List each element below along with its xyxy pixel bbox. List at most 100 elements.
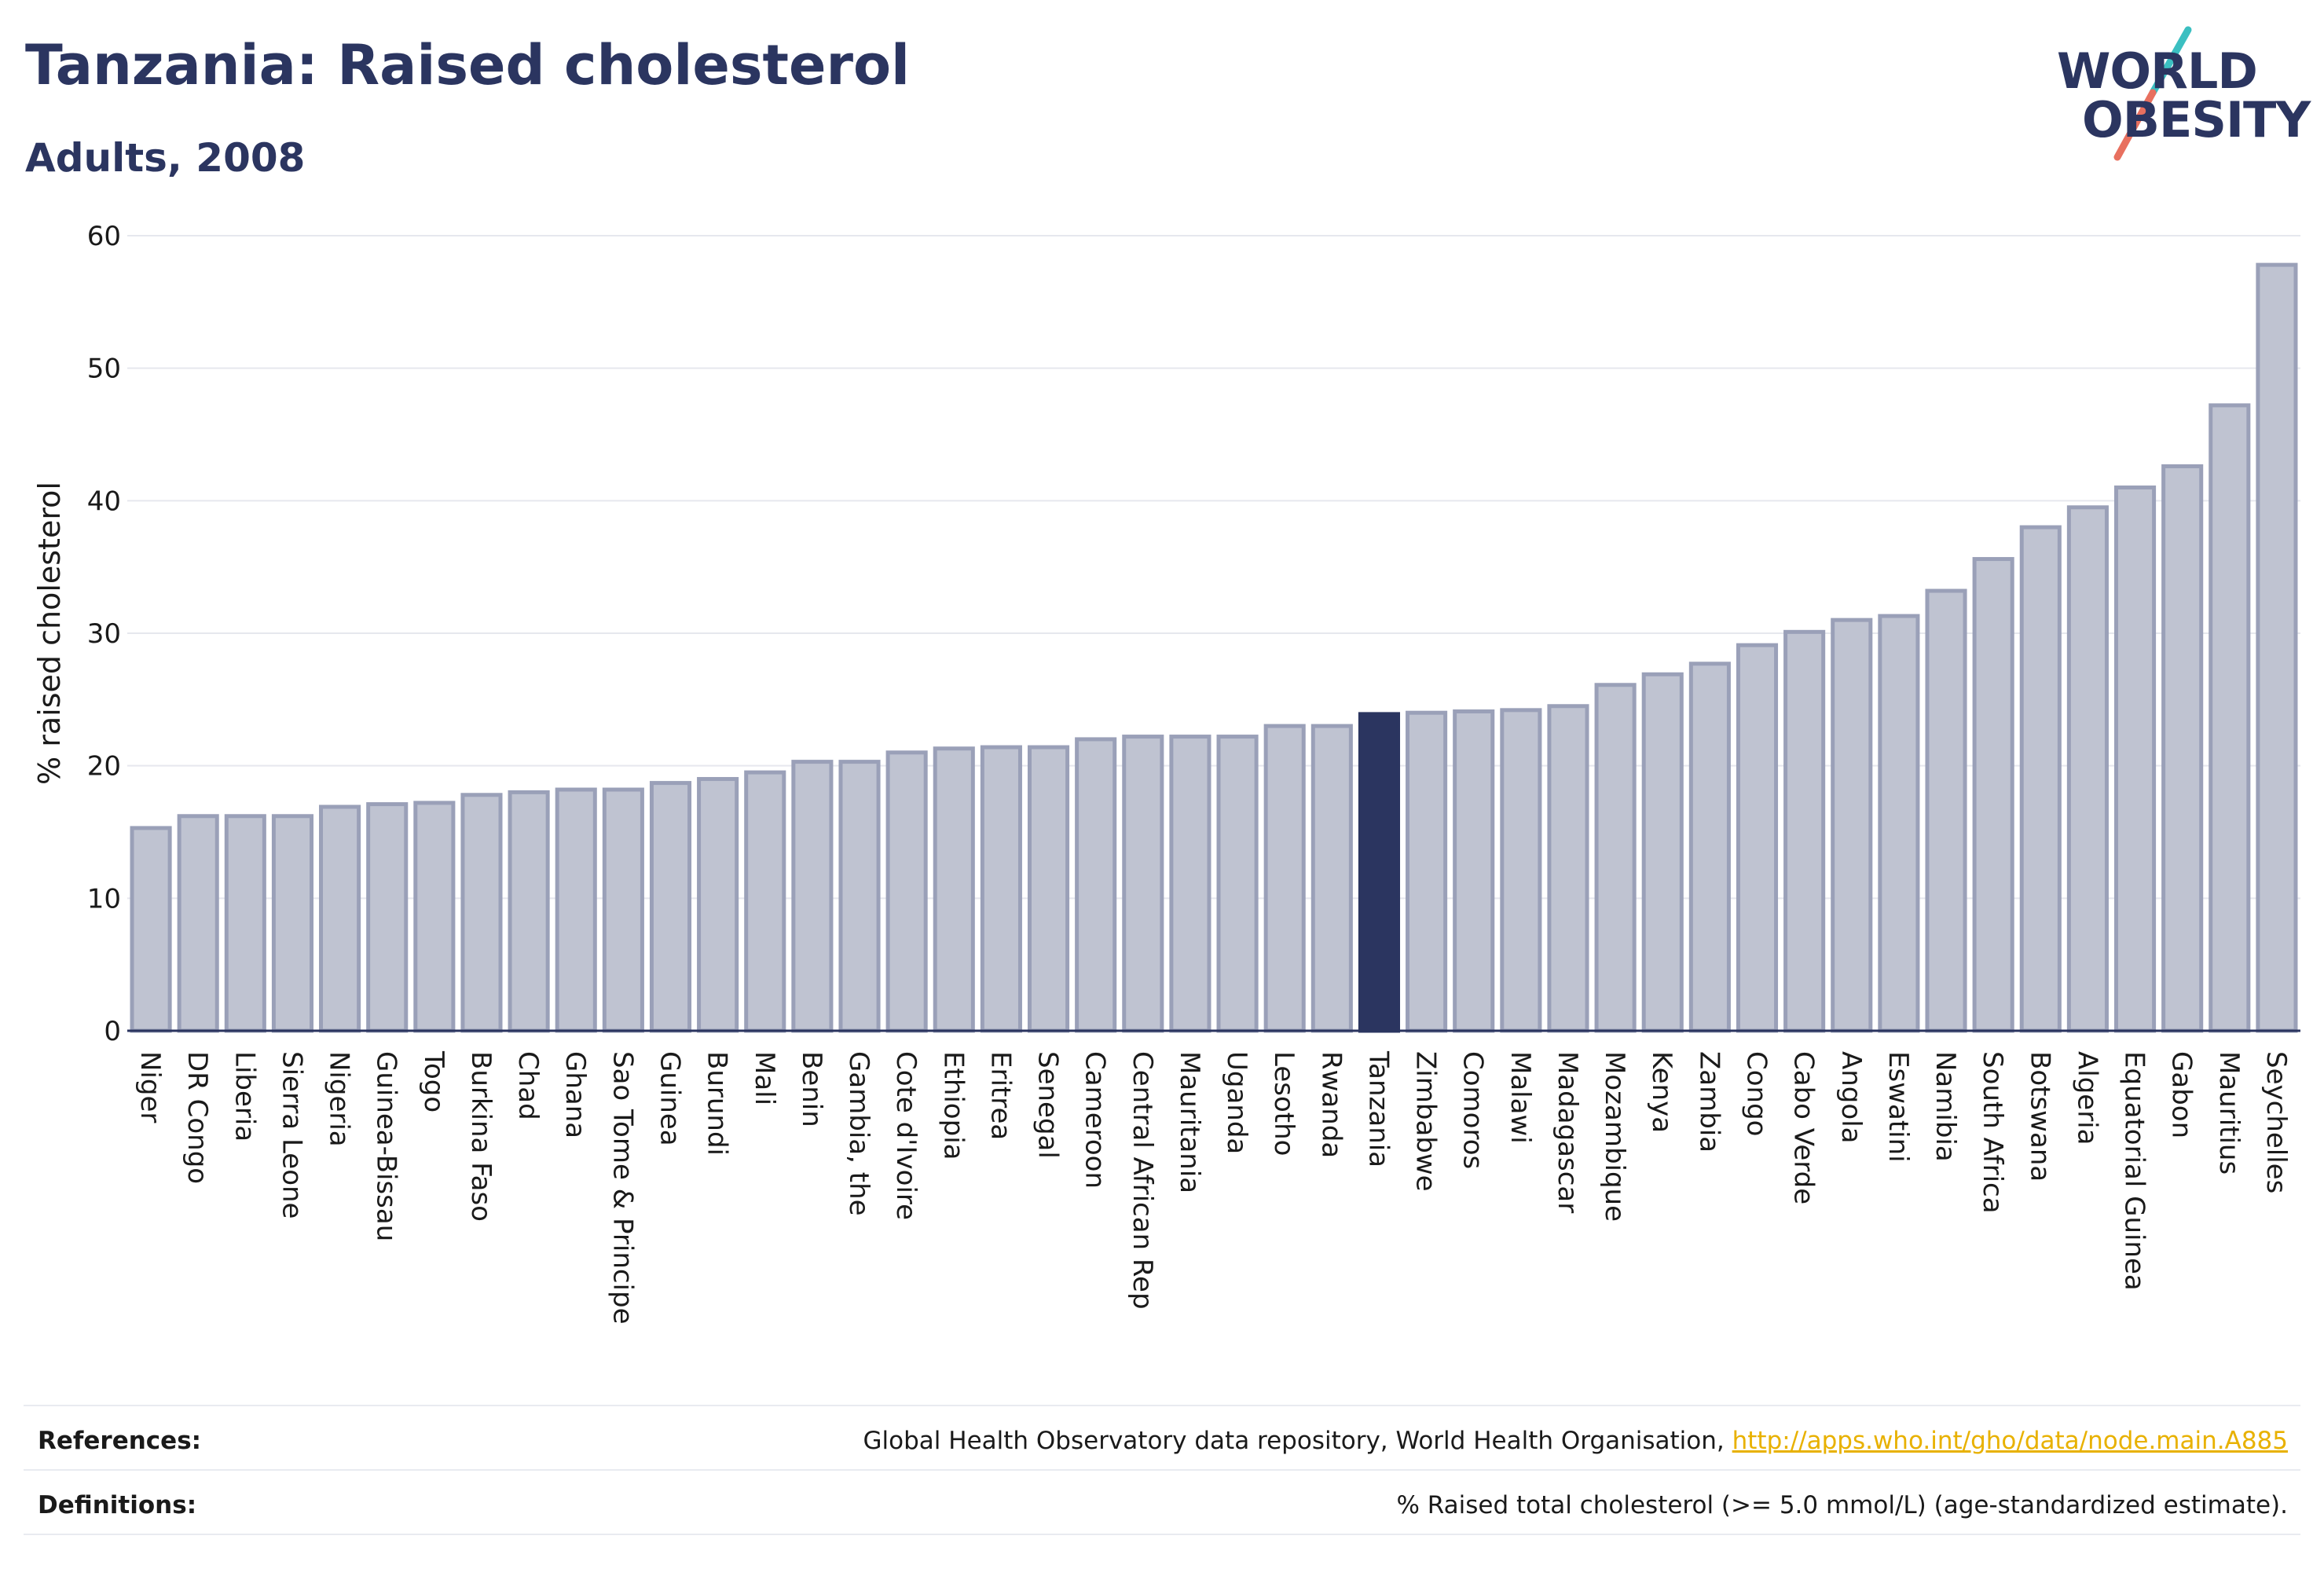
x-tick-label: Sierra Leone <box>276 1051 307 1219</box>
bar-seychelles <box>2256 262 2298 1033</box>
x-tick-label: Mauritania <box>1174 1051 1205 1193</box>
x-tick-label: Mali <box>749 1051 780 1105</box>
y-tick-label: 40 <box>87 486 121 517</box>
x-tick-label: Guinea-Bissau <box>371 1051 402 1241</box>
x-tick-label: Eswatini <box>1882 1051 1914 1163</box>
references-text: Global Health Observatory data repositor… <box>863 1427 2288 1455</box>
x-tick-label: Burkina Faso <box>465 1051 497 1222</box>
bar-botswana <box>2019 525 2062 1033</box>
bar-sao-tome-principe <box>602 787 644 1033</box>
references-source: Global Health Observatory data repositor… <box>863 1427 1732 1455</box>
bar-eswatini <box>1878 614 1920 1033</box>
x-tick-label: Gabon <box>2166 1051 2198 1138</box>
x-tick-label: Cameroon <box>1080 1051 1111 1189</box>
bar-rwanda <box>1310 724 1353 1033</box>
references-label: References: <box>38 1427 202 1455</box>
x-tick-label: Botswana <box>2024 1051 2055 1182</box>
x-tick-label: Algeria <box>2071 1051 2102 1145</box>
bar-benin <box>791 760 834 1033</box>
x-tick-label: Nigeria <box>324 1051 355 1147</box>
bar-mauritius <box>2209 403 2251 1033</box>
bar-cameroon <box>1075 737 1117 1033</box>
x-tick-label: Cabo Verde <box>1788 1051 1820 1204</box>
x-tick-label: Angola <box>1835 1051 1867 1143</box>
bar-niger <box>130 826 172 1033</box>
bar-angola <box>1831 618 1873 1033</box>
bar-chart: 0 10 20 30 40 50 60 % raised cholesterol Niger DR… <box>32 221 2300 1325</box>
y-tick-label: 20 <box>87 751 121 783</box>
bar-liberia <box>224 814 266 1033</box>
x-tick-label: Cote d'Ivoire <box>890 1051 922 1220</box>
y-axis-label: % raised cholesterol <box>32 482 67 785</box>
x-tick-label: Ethiopia <box>937 1051 969 1160</box>
y-tick-label: 60 <box>87 221 121 252</box>
bar-sierra-leone <box>271 814 314 1033</box>
x-tick-label: Central African Rep <box>1127 1051 1158 1310</box>
bar-burundi <box>697 777 739 1033</box>
x-tick-label: Niger <box>134 1051 166 1123</box>
x-tick-label: Rwanda <box>1315 1051 1347 1158</box>
bar-mali <box>744 770 786 1033</box>
bar-dr-congo <box>177 814 219 1033</box>
x-tick-label: Seychelles <box>2260 1051 2292 1193</box>
bar-madagascar <box>1547 704 1589 1033</box>
definitions-text: % Raised total cholesterol (>= 5.0 mmol/… <box>1396 1491 2288 1519</box>
bar-eritrea <box>980 745 1022 1033</box>
x-tick-label: Mozambique <box>1599 1051 1630 1222</box>
x-tick-label: Sao Tome & Principe <box>607 1051 638 1325</box>
x-tick-label: South Africa <box>1977 1051 2008 1214</box>
x-tick-label: Uganda <box>1221 1051 1252 1154</box>
bar-lesotho <box>1263 724 1306 1033</box>
x-tick-label: Comoros <box>1457 1051 1489 1169</box>
x-tick-label: Congo <box>1741 1051 1772 1136</box>
x-tick-label: Madagascar <box>1552 1051 1583 1213</box>
x-tick-label: Eritrea <box>984 1051 1016 1140</box>
x-tick-label: Senegal <box>1032 1051 1064 1159</box>
bar-ethiopia <box>933 746 975 1033</box>
bar-senegal <box>1027 745 1070 1033</box>
footer-divider <box>24 1534 2300 1535</box>
x-tick-label: Guinea <box>654 1051 686 1146</box>
x-tick-label: Equatorial Guinea <box>2119 1051 2150 1291</box>
bar-nigeria <box>319 804 361 1033</box>
bar-chad <box>508 790 550 1033</box>
y-tick-label: 30 <box>87 618 121 650</box>
y-tick-label: 10 <box>87 883 121 914</box>
bar-cabo-verde <box>1783 629 1826 1033</box>
bar-zambia <box>1688 662 1731 1033</box>
x-tick-label: Chad <box>512 1051 544 1120</box>
bar-togo <box>413 801 456 1033</box>
x-tick-label: Kenya <box>1646 1051 1677 1133</box>
bar-central-african-rep <box>1122 735 1164 1033</box>
bar-burkina-faso <box>460 793 503 1033</box>
x-tick-label: Namibia <box>1930 1051 1961 1162</box>
x-tick-label: Zimbabwe <box>1410 1051 1442 1192</box>
footer-divider <box>24 1469 2300 1471</box>
x-tick-label: Burundi <box>702 1051 733 1156</box>
bar-mozambique <box>1594 683 1637 1033</box>
x-tick-label: Benin <box>796 1051 827 1127</box>
chart-title: Tanzania: Raised cholesterol <box>25 33 911 97</box>
logo-slash-icon <box>2113 26 2192 161</box>
x-tick-label: Gambia, the <box>843 1051 874 1216</box>
bar-guinea <box>649 781 692 1033</box>
bar-uganda <box>1216 735 1259 1033</box>
logo-word-world: WORLD <box>2057 42 2258 100</box>
bar-zimbabwe <box>1406 710 1448 1033</box>
bar-gambia-the <box>838 760 881 1033</box>
bar-malawi <box>1500 708 1542 1033</box>
bar-congo <box>1736 643 1779 1033</box>
x-tick-label: Togo <box>418 1050 449 1112</box>
x-tick-label: Malawi <box>1505 1051 1536 1144</box>
definitions-label: Definitions: <box>38 1491 197 1519</box>
footer-divider <box>24 1405 2300 1406</box>
bar-south-africa <box>1972 557 2014 1033</box>
y-tick-label: 0 <box>104 1016 121 1047</box>
bar-kenya <box>1641 672 1684 1033</box>
references-link[interactable]: http://apps.who.int/gho/data/node.main.A… <box>1732 1427 2288 1455</box>
x-tick-label: Lesotho <box>1268 1051 1299 1156</box>
bar-gabon <box>2161 464 2204 1033</box>
bar-namibia <box>1925 588 1967 1033</box>
bar-mauritania <box>1169 735 1211 1033</box>
logo-word-obesity: OBESITY <box>2082 91 2311 148</box>
